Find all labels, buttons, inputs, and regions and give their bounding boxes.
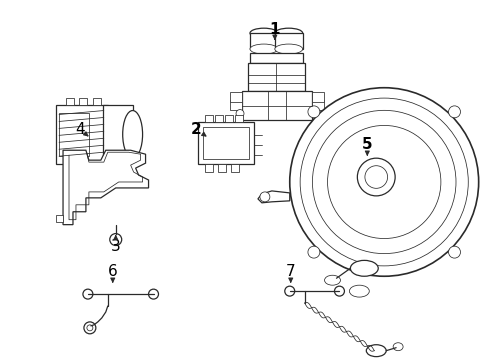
Circle shape bbox=[448, 246, 461, 258]
Text: 2: 2 bbox=[191, 122, 202, 137]
Text: 4: 4 bbox=[75, 122, 85, 137]
Circle shape bbox=[87, 325, 93, 331]
Bar bbox=[205, 114, 213, 122]
Bar bbox=[66, 98, 74, 105]
Text: 7: 7 bbox=[286, 264, 295, 279]
Bar bbox=[225, 114, 233, 122]
Ellipse shape bbox=[393, 343, 403, 351]
Ellipse shape bbox=[349, 285, 369, 297]
Circle shape bbox=[311, 109, 319, 117]
Circle shape bbox=[365, 166, 388, 188]
Circle shape bbox=[290, 88, 479, 276]
Polygon shape bbox=[258, 191, 290, 203]
Text: 3: 3 bbox=[111, 239, 121, 254]
Ellipse shape bbox=[250, 28, 278, 38]
Polygon shape bbox=[56, 215, 63, 222]
Bar bbox=[235, 114, 243, 122]
Bar bbox=[59, 113, 89, 156]
Bar bbox=[230, 92, 242, 102]
Bar bbox=[56, 105, 108, 164]
Ellipse shape bbox=[250, 44, 278, 54]
Circle shape bbox=[308, 246, 320, 258]
Polygon shape bbox=[242, 91, 312, 121]
Bar bbox=[215, 114, 223, 122]
Bar bbox=[198, 122, 254, 164]
Bar bbox=[205, 164, 213, 172]
Circle shape bbox=[84, 322, 96, 334]
Circle shape bbox=[448, 106, 461, 118]
Polygon shape bbox=[248, 63, 305, 91]
Bar bbox=[231, 164, 239, 172]
Circle shape bbox=[110, 234, 122, 246]
Ellipse shape bbox=[367, 345, 386, 357]
Ellipse shape bbox=[275, 44, 303, 54]
Bar bbox=[312, 92, 323, 102]
Bar bbox=[93, 98, 101, 105]
Bar bbox=[79, 98, 87, 105]
Circle shape bbox=[357, 158, 395, 196]
Ellipse shape bbox=[350, 260, 378, 276]
Circle shape bbox=[236, 109, 244, 117]
Circle shape bbox=[308, 106, 320, 118]
Circle shape bbox=[335, 286, 344, 296]
Polygon shape bbox=[250, 53, 303, 63]
Circle shape bbox=[300, 98, 468, 266]
Circle shape bbox=[285, 286, 294, 296]
Bar bbox=[250, 33, 278, 49]
Circle shape bbox=[83, 289, 93, 299]
Circle shape bbox=[148, 289, 158, 299]
Bar bbox=[230, 100, 242, 109]
Polygon shape bbox=[63, 150, 148, 225]
Circle shape bbox=[327, 125, 441, 239]
Bar bbox=[103, 105, 133, 164]
Ellipse shape bbox=[324, 275, 341, 285]
Text: 6: 6 bbox=[108, 264, 118, 279]
Circle shape bbox=[313, 111, 456, 254]
Bar bbox=[275, 33, 303, 49]
Ellipse shape bbox=[122, 111, 143, 158]
Ellipse shape bbox=[275, 28, 303, 38]
Bar bbox=[312, 100, 323, 109]
Text: 1: 1 bbox=[270, 22, 280, 37]
Circle shape bbox=[260, 192, 270, 202]
Bar bbox=[218, 164, 226, 172]
Text: 5: 5 bbox=[362, 137, 372, 152]
Bar bbox=[203, 127, 249, 159]
